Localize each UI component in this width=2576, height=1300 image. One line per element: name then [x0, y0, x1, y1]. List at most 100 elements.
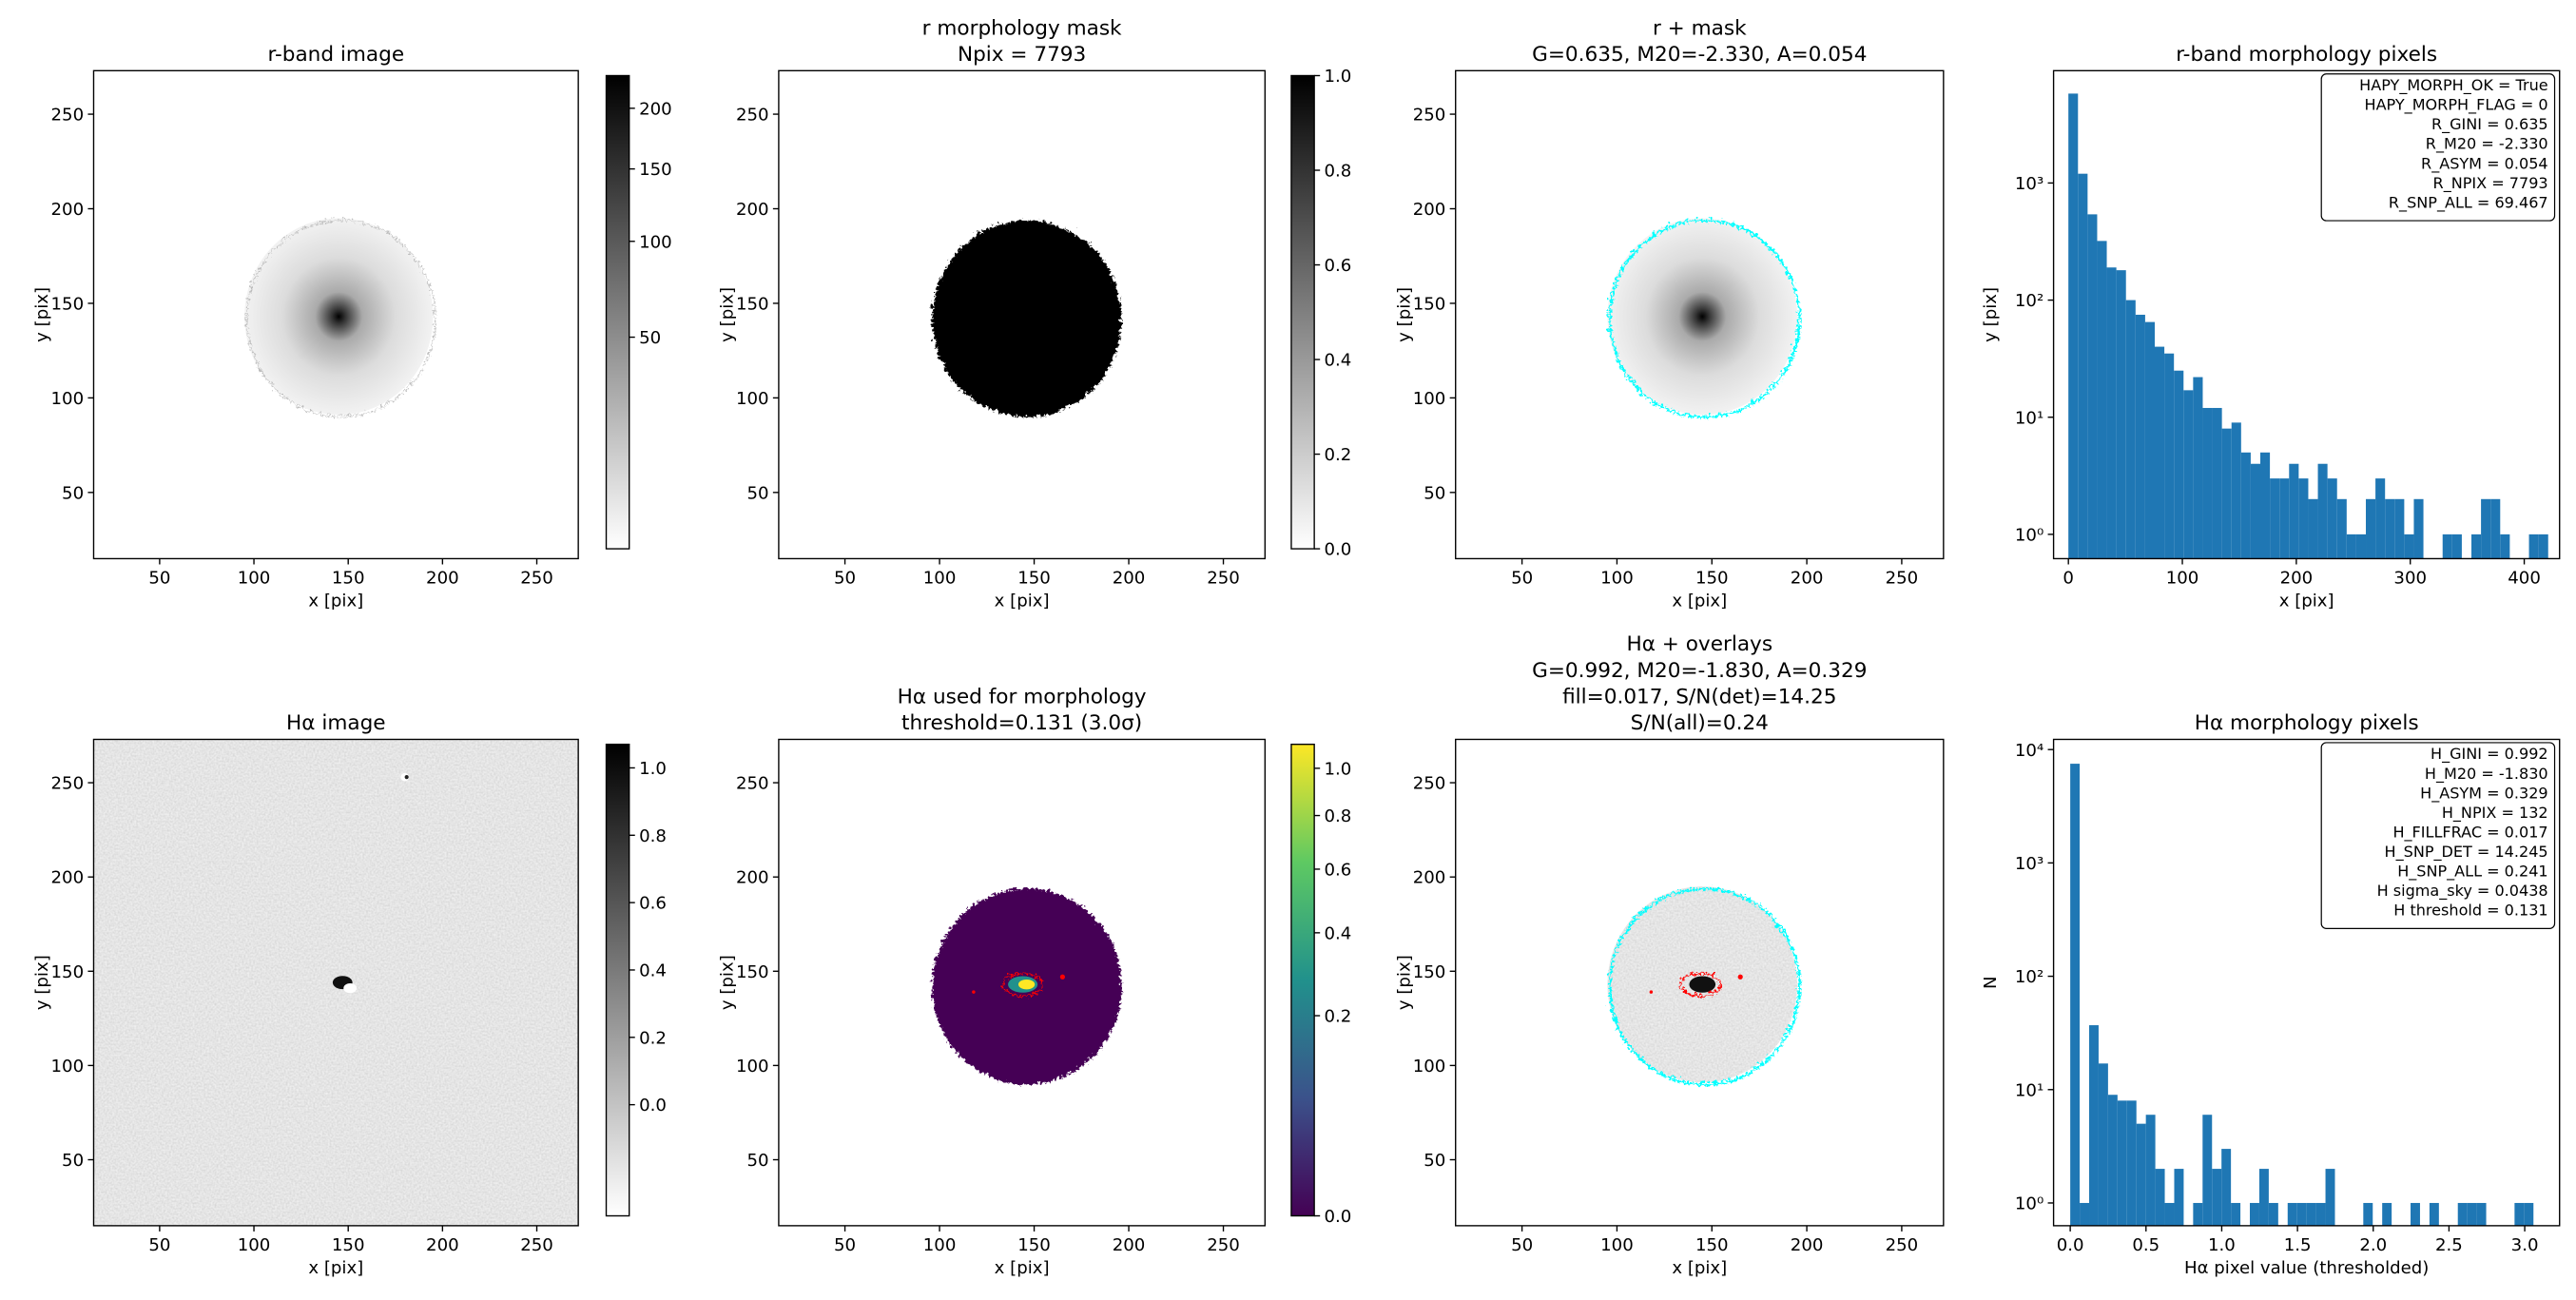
bar	[2221, 1149, 2232, 1226]
text-box-line: R_SNP_ALL = 69.467	[2389, 193, 2548, 212]
bar	[2098, 1063, 2108, 1226]
text-box-line: R_NPIX = 7793	[2433, 174, 2548, 193]
y-tick-label: 10³	[2015, 854, 2043, 874]
colorbar-tick-label: 50	[639, 328, 661, 348]
y-tick-label: 10¹	[2015, 1080, 2043, 1100]
x-tick-label: 100	[238, 1235, 271, 1255]
bar	[2164, 1202, 2175, 1226]
panel: 50 100 150 200 250 50 100 150 200 250 x [pix] y [pi…	[1394, 632, 1945, 1278]
y-tick-label: 100	[736, 1057, 769, 1077]
bar	[2327, 478, 2337, 559]
axes-frame	[1455, 738, 1945, 1227]
x-tick-label: 3.0	[2511, 1235, 2539, 1255]
text-box-line: H_GINI = 0.992	[2431, 745, 2548, 764]
y-axis-label: y [pix]	[1394, 955, 1414, 1010]
bar	[2382, 1202, 2392, 1226]
colorbar-tick-label: 1.0	[1325, 67, 1352, 87]
bar	[2317, 463, 2328, 559]
y-tick-label: 10¹	[2015, 408, 2043, 428]
bar	[2070, 764, 2081, 1226]
bar	[2268, 1202, 2278, 1226]
x-tick-label: 200	[1113, 1235, 1146, 1255]
bar	[2212, 407, 2222, 559]
bar	[2212, 1169, 2222, 1226]
x-tick-label: 100	[923, 568, 957, 588]
y-tick-label: 10⁴	[2015, 741, 2043, 761]
x-tick-label: 250	[1207, 568, 1240, 588]
panel: 0 100 200 300 400 10⁰ 10¹ 10² 10³ x [pix] y [pix] r…	[1981, 43, 2561, 611]
bar	[2298, 478, 2309, 559]
y-tick-label: 200	[736, 200, 769, 220]
colorbar	[605, 74, 630, 550]
y-tick-label: 50	[746, 1151, 768, 1171]
axes-frame	[2052, 69, 2561, 560]
detection-dot	[1737, 974, 1743, 980]
y-tick-label: 250	[51, 774, 85, 794]
x-tick-label: 200	[2280, 568, 2314, 588]
x-tick-label: 1.5	[2284, 1235, 2312, 1255]
x-axis-label: x [pix]	[308, 592, 363, 611]
x-tick-label: 50	[148, 1235, 170, 1255]
x-tick-label: 50	[148, 568, 170, 588]
y-tick-label: 200	[51, 200, 85, 220]
y-tick-label: 100	[1413, 389, 1446, 409]
text-box-line: H_ASYM = 0.329	[2420, 784, 2547, 803]
chart-title: Hα morphology pixels	[2195, 711, 2419, 735]
bar	[2193, 1202, 2203, 1226]
chart-title: S/N(all)=0.24	[1631, 711, 1769, 735]
colorbar-tick-label: 0.6	[1325, 861, 1352, 881]
y-tick-label: 100	[1413, 1057, 1446, 1077]
y-tick-label: 10⁰	[2015, 525, 2043, 545]
bar	[2174, 1169, 2184, 1226]
bar	[2315, 1202, 2326, 1226]
panel: 50 100 150 200 250 50 100 150 200 250 x [pix] y [pi…	[32, 43, 672, 611]
detection-contour	[1677, 970, 1719, 996]
plot-area	[1606, 217, 1799, 417]
core	[1689, 976, 1716, 993]
bright-core	[343, 982, 358, 994]
text-box-line: R_GINI = 0.635	[2431, 115, 2548, 134]
x-axis-label: x [pix]	[995, 592, 1050, 611]
text-box-line: H_SNP_DET = 14.245	[2385, 843, 2548, 862]
text-box-line: H_FILLFRAC = 0.017	[2392, 823, 2547, 842]
bar	[2394, 498, 2405, 559]
bar	[2270, 478, 2280, 559]
chart-title: r-band morphology pixels	[2176, 43, 2437, 67]
plot-area	[1606, 884, 1799, 1084]
bar	[2538, 534, 2548, 559]
x-tick-label: 250	[1207, 1235, 1240, 1255]
chart-title: G=0.992, M20=-1.830, A=0.329	[1532, 659, 1867, 683]
colorbar	[1290, 74, 1315, 550]
y-axis-label: y [pix]	[718, 955, 738, 1010]
colorbar-tick-label: 0.4	[1325, 351, 1352, 371]
bar	[2514, 1202, 2525, 1226]
bar	[2346, 534, 2356, 559]
plot-area	[930, 218, 1120, 416]
bar	[2068, 93, 2079, 559]
bar	[2404, 534, 2414, 559]
colorbar-tick-label: 0.2	[639, 1028, 667, 1048]
x-tick-label: 150	[1695, 568, 1729, 588]
y-tick-label: 50	[1424, 483, 1445, 503]
bar	[2125, 300, 2136, 559]
bar	[2144, 321, 2155, 559]
bar	[2221, 428, 2232, 559]
bar	[2145, 1115, 2156, 1226]
bar	[2250, 1202, 2259, 1226]
mask-contour	[243, 217, 434, 416]
colorbar-tick-label: 0.4	[1325, 923, 1352, 943]
y-tick-label: 250	[736, 774, 769, 794]
bar	[2202, 1115, 2213, 1226]
axes-frame	[778, 738, 1267, 1227]
panel: 0.0 0.5 1.0 1.5 2.0 2.5 3.0 10⁰ 10¹ 10² 10³ 10⁴ Hα p…	[1981, 711, 2561, 1278]
y-tick-label: 50	[1424, 1151, 1445, 1171]
x-tick-label: 400	[2508, 568, 2541, 588]
colorbar-tick-label: 150	[639, 160, 672, 180]
panel: 50 100 150 200 250 50 100 150 200 250 x [pix] y [pi…	[32, 711, 667, 1278]
chart-title: G=0.635, M20=-2.330, A=0.054	[1532, 43, 1867, 67]
y-tick-label: 100	[51, 389, 85, 409]
colorbar-tick-label: 0.0	[1325, 540, 1352, 560]
text-box-line: R_ASYM = 0.054	[2421, 154, 2548, 173]
chart-title: r + mask	[1653, 16, 1747, 40]
x-tick-label: 50	[1511, 1235, 1533, 1255]
